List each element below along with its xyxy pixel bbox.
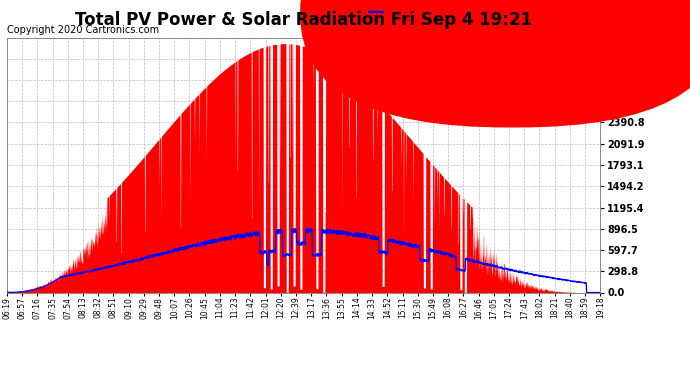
Text: Radiation(w/m2): Radiation(w/m2) <box>333 25 420 35</box>
Text: Total PV Power & Solar Radiation Fri Sep 4 19:21: Total PV Power & Solar Radiation Fri Sep… <box>75 11 532 29</box>
Text: Copyright 2020 Cartronics.com: Copyright 2020 Cartronics.com <box>8 25 159 35</box>
Text: PV Panels(DC Watts): PV Panels(DC Watts) <box>452 25 559 35</box>
